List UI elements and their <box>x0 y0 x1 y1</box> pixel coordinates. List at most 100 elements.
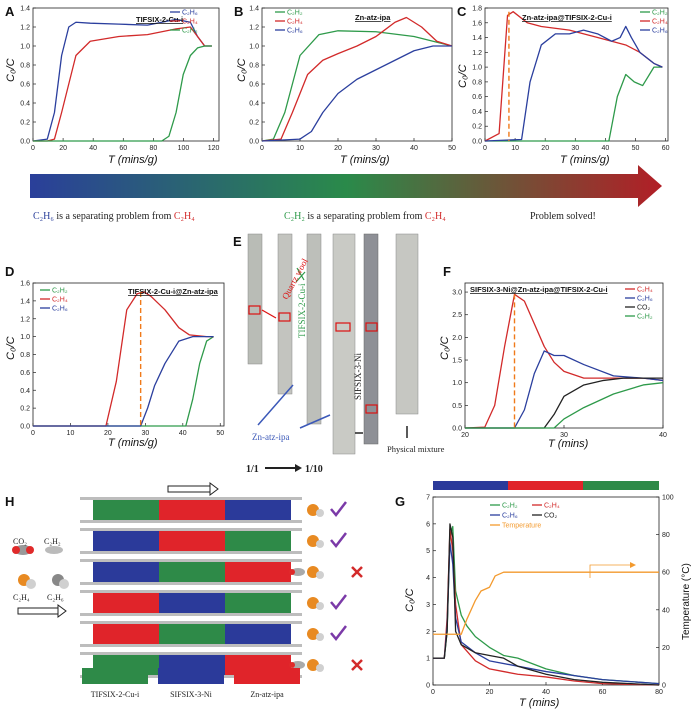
y-tick-label: 5 <box>426 548 430 555</box>
x-tick-label: 60 <box>662 145 670 152</box>
legend-label: CO₂ <box>544 513 558 520</box>
gas-label-c2h6: C₂H₆ <box>47 593 64 602</box>
tube-wall <box>80 528 302 531</box>
panel-letter-c: C <box>457 4 467 19</box>
x-tick-label: 40 <box>659 432 667 439</box>
y-tick-label: 1.6 <box>472 20 482 27</box>
x-axis-label-b: T (mins/g) <box>340 154 390 166</box>
y-tick-label: 0.4 <box>20 388 30 395</box>
arrow-caption-middle: C₂H₂ is a separating problem from C₂H₄ <box>284 211 446 222</box>
y-axis-label-c: C₀/C <box>457 64 469 88</box>
y-tick-label: 1.0 <box>472 65 482 72</box>
x-tick-label: 20 <box>486 689 494 696</box>
series-d <box>33 291 214 427</box>
chart-title-a: TIFSIX-2-Cu-i <box>136 15 183 24</box>
panel-letter-b: B <box>234 4 243 19</box>
x-tick-label: 10 <box>296 145 304 152</box>
tube-wall <box>80 559 302 562</box>
arrow-caption-right: Problem solved! <box>530 211 596 222</box>
panel-letter-g: G <box>395 494 405 509</box>
chart-title-c: Zn-atz-ipa@TIFSIX-2-Cu-i <box>522 13 612 22</box>
y-tick-label: 3 <box>426 602 430 609</box>
y-tick-label: 2 <box>426 629 430 636</box>
y-tick-label: 4 <box>426 575 430 582</box>
quartz-marker-5 <box>365 404 378 414</box>
series-line-d <box>33 336 214 427</box>
y-tick-label: 6 <box>426 521 430 528</box>
chart-title-b: Zn-atz-ipa <box>355 13 391 22</box>
series-line-b <box>261 30 453 142</box>
bed-segment <box>225 624 291 644</box>
bed-segment <box>225 562 291 582</box>
legend-label: C₂H₂ <box>182 28 198 35</box>
x-tick-label: 80 <box>655 689 663 696</box>
bed-segment <box>225 531 291 551</box>
y-tick-label: 0.0 <box>249 139 259 146</box>
x-tick-label: 20 <box>541 145 549 152</box>
panel-b: B 0 10 20 30 40 50 0.0 0.2 0.4 0.6 0.8 1.0 1.2 1.4 Zn… <box>234 4 456 166</box>
legend-b: C₂H₂ C₂H₄ C₂H₆ <box>275 10 303 35</box>
column-tube-3 <box>306 233 322 425</box>
x-tick-label: 40 <box>179 430 187 437</box>
bar-segment-2 <box>508 481 583 490</box>
y-tick-label: 0.2 <box>20 120 30 127</box>
series-line-g <box>433 525 660 685</box>
label-tifsix: TIFSIX-2-Cu-i <box>297 283 307 338</box>
series-line-d <box>33 335 214 427</box>
legend-label: C₂H₄ <box>287 19 303 26</box>
legend-d: C₂H₂ C₂H₄ C₂H₆ <box>40 288 68 313</box>
gradient-arrow <box>30 165 662 207</box>
series-line-f <box>464 293 664 429</box>
y-tick-label: 0 <box>426 683 430 690</box>
series-c <box>484 11 663 142</box>
x-tick-label: 60 <box>119 145 127 152</box>
ticks-b: 0 10 20 30 40 50 0.0 0.2 0.4 0.6 0.8 1.0 1.2 1.4 <box>249 6 456 153</box>
y-tick-label: 1.2 <box>472 50 482 57</box>
tube-wall <box>80 621 302 624</box>
column-tube-4 <box>332 233 356 455</box>
y-tick-label: 1.4 <box>249 6 259 13</box>
flow-arrow-left <box>17 607 59 615</box>
flow-arrow-top-head <box>209 482 219 496</box>
y-tick-label: 1.5 <box>452 358 462 365</box>
legend-label: C₂H₄ <box>652 19 668 26</box>
y-tick-label: 1.2 <box>249 25 259 32</box>
series-line-c <box>484 25 663 142</box>
y-tick-label: 2.5 <box>452 312 462 319</box>
tube-wall <box>80 520 302 523</box>
y-tick-label: 0.2 <box>249 120 259 127</box>
series-line-a <box>32 18 212 142</box>
y-tick-label: 0.2 <box>20 406 30 413</box>
x-tick-label: 0 <box>31 145 35 152</box>
plot-frame-c <box>484 7 669 142</box>
panel-c: C 0 10 20 30 40 50 60 0.0 0.2 0.4 0.6 0.8 1.0 1.2 1.4 1… <box>457 4 670 166</box>
x-tick-label: 0 <box>431 689 435 696</box>
label-ratio-1-1: 1/1 <box>246 464 259 475</box>
y-tick-label: 0.6 <box>20 82 30 89</box>
material-swatch <box>158 668 224 684</box>
panel-letter-a: A <box>5 4 15 19</box>
y-tick-label: 0.4 <box>472 109 482 116</box>
legend-a: C₂H₆ C₂H₄ C₂H₂ <box>170 10 198 35</box>
y-tick-label: 0.4 <box>20 101 30 108</box>
flow-arrow-left-head <box>57 604 67 618</box>
c2h2-molecule <box>45 546 63 554</box>
x-tick-label: 40 <box>410 145 418 152</box>
series-line-g <box>433 542 660 685</box>
x-axis-label-f: T (mins) <box>548 438 589 450</box>
x-tick-label: 40 <box>89 145 97 152</box>
x-axis-label-c: T (mins/g) <box>560 154 610 166</box>
tube-wall <box>80 652 302 655</box>
series-line-g <box>433 523 660 686</box>
legend-label: C₂H₆ <box>652 28 668 35</box>
bed-segment <box>159 562 225 582</box>
x-tick-label: 50 <box>216 430 224 437</box>
series-line-g <box>433 528 660 686</box>
tube-wall <box>80 613 302 616</box>
tube-wall <box>80 497 302 500</box>
column-tube-6 <box>395 233 419 415</box>
y2-axis-label-g: Temperature (°C) <box>681 563 691 640</box>
y-tick-label: 0.0 <box>452 426 462 433</box>
